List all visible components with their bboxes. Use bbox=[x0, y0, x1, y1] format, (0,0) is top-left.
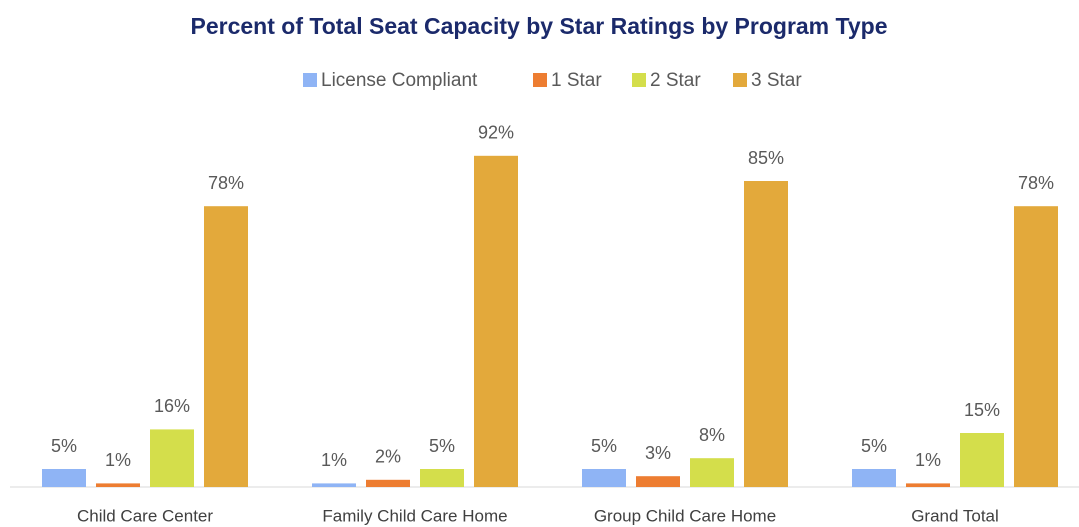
bar bbox=[366, 479, 410, 487]
bar bbox=[204, 206, 248, 487]
bar bbox=[1014, 206, 1058, 487]
bar bbox=[690, 458, 734, 487]
bar bbox=[852, 469, 896, 487]
data-label: 5% bbox=[51, 436, 77, 456]
x-tick-label: Group Child Care Home bbox=[594, 506, 776, 525]
bar bbox=[636, 476, 680, 487]
data-label: 2% bbox=[375, 447, 401, 467]
data-label: 16% bbox=[154, 396, 190, 416]
data-label: 15% bbox=[964, 400, 1000, 420]
data-label: 1% bbox=[321, 450, 347, 470]
data-label: 78% bbox=[1018, 173, 1054, 193]
bar bbox=[42, 469, 86, 487]
legend-swatch bbox=[632, 73, 646, 87]
bar bbox=[150, 429, 194, 487]
bar bbox=[420, 469, 464, 487]
legend-label: 2 Star bbox=[650, 70, 701, 91]
legend-swatch bbox=[533, 73, 547, 87]
bar bbox=[744, 181, 788, 487]
data-label: 5% bbox=[591, 436, 617, 456]
bar bbox=[582, 469, 626, 487]
legend-label: License Compliant bbox=[321, 70, 478, 91]
bar bbox=[960, 433, 1004, 487]
legend-label: 1 Star bbox=[551, 70, 602, 91]
legend-swatch bbox=[733, 73, 747, 87]
data-label: 5% bbox=[861, 436, 887, 456]
x-tick-label: Grand Total bbox=[911, 506, 999, 525]
data-label: 5% bbox=[429, 436, 455, 456]
chart-title: Percent of Total Seat Capacity by Star R… bbox=[191, 13, 888, 39]
legend-swatch bbox=[303, 73, 317, 87]
data-label: 1% bbox=[105, 450, 131, 470]
data-label: 85% bbox=[748, 148, 784, 168]
bar bbox=[312, 483, 356, 487]
x-tick-label: Child Care Center bbox=[77, 506, 213, 525]
bar bbox=[906, 483, 950, 487]
data-label: 1% bbox=[915, 450, 941, 470]
data-label: 8% bbox=[699, 425, 725, 445]
data-label: 3% bbox=[645, 443, 671, 463]
x-tick-label: Family Child Care Home bbox=[322, 506, 507, 525]
data-label: 78% bbox=[208, 173, 244, 193]
bar bbox=[474, 155, 518, 488]
data-label: 92% bbox=[478, 123, 514, 143]
legend-label: 3 Star bbox=[751, 70, 802, 91]
bar bbox=[96, 483, 140, 487]
